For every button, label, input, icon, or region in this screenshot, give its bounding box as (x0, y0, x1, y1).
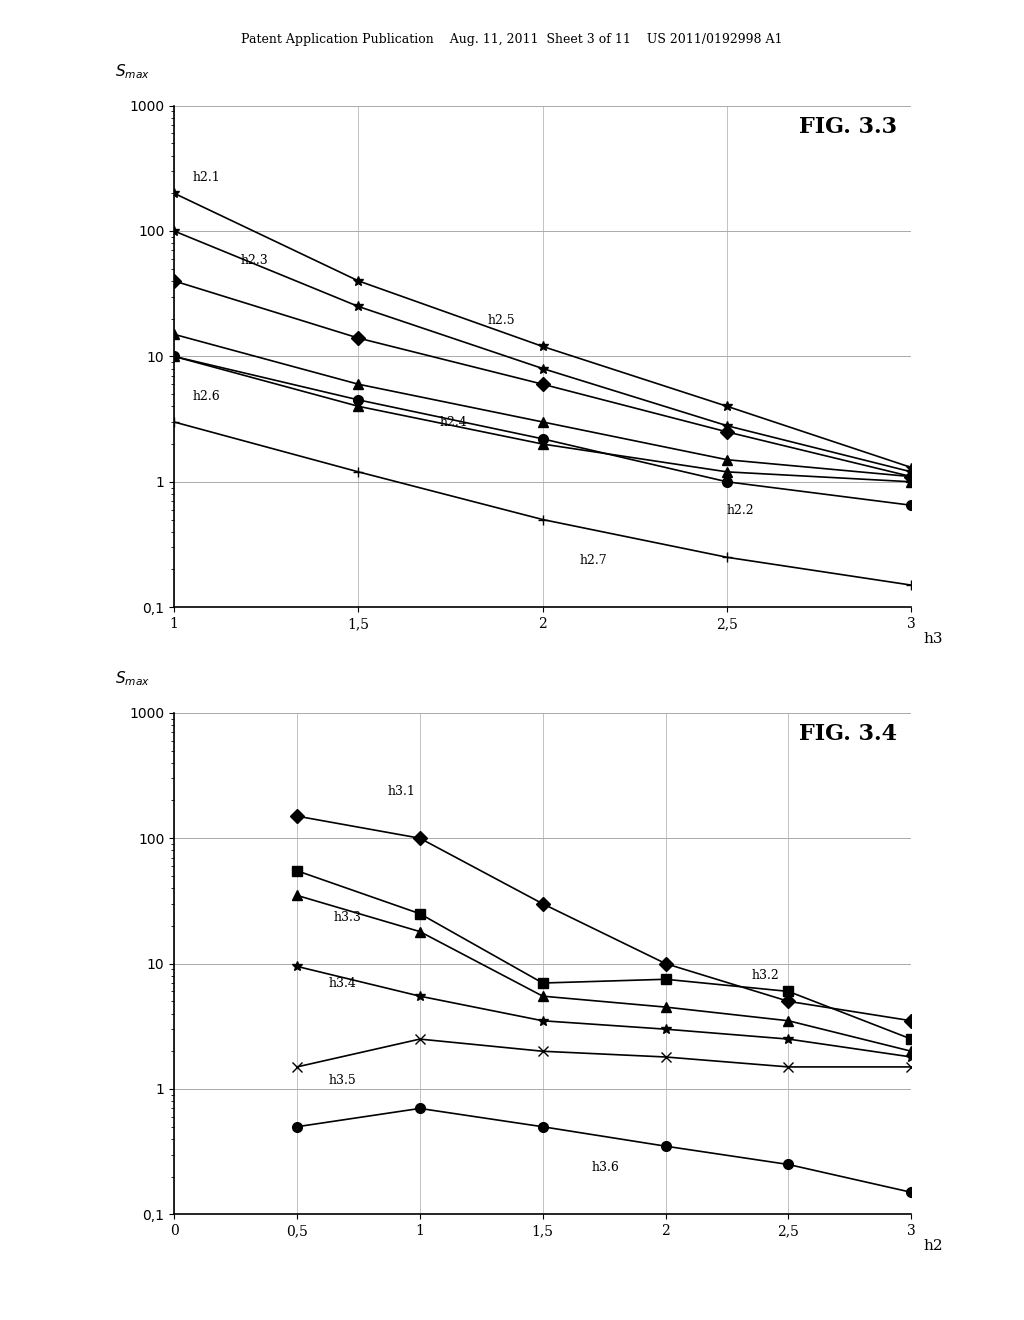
Text: h3.6: h3.6 (592, 1162, 620, 1175)
Text: h3.4: h3.4 (329, 977, 356, 990)
Text: h3.2: h3.2 (752, 969, 779, 982)
Text: h2.4: h2.4 (439, 416, 467, 429)
Text: h3.5: h3.5 (329, 1073, 356, 1086)
Text: FIG. 3.3: FIG. 3.3 (799, 116, 897, 137)
Text: h2.2: h2.2 (727, 504, 755, 517)
Text: $S_{max}$: $S_{max}$ (115, 669, 151, 688)
X-axis label: h2: h2 (924, 1239, 943, 1254)
Text: h2.7: h2.7 (580, 554, 607, 568)
Text: $S_{max}$: $S_{max}$ (115, 62, 151, 81)
Text: h3.1: h3.1 (388, 785, 416, 799)
Text: h2.5: h2.5 (487, 314, 515, 327)
Text: h3.3: h3.3 (334, 911, 361, 924)
Text: h2.6: h2.6 (193, 389, 220, 403)
Text: Patent Application Publication    Aug. 11, 2011  Sheet 3 of 11    US 2011/019299: Patent Application Publication Aug. 11, … (242, 33, 782, 46)
Text: FIG. 3.4: FIG. 3.4 (799, 723, 897, 744)
Text: h2.1: h2.1 (193, 172, 220, 183)
X-axis label: h3: h3 (924, 632, 943, 647)
Text: h2.3: h2.3 (241, 253, 268, 267)
